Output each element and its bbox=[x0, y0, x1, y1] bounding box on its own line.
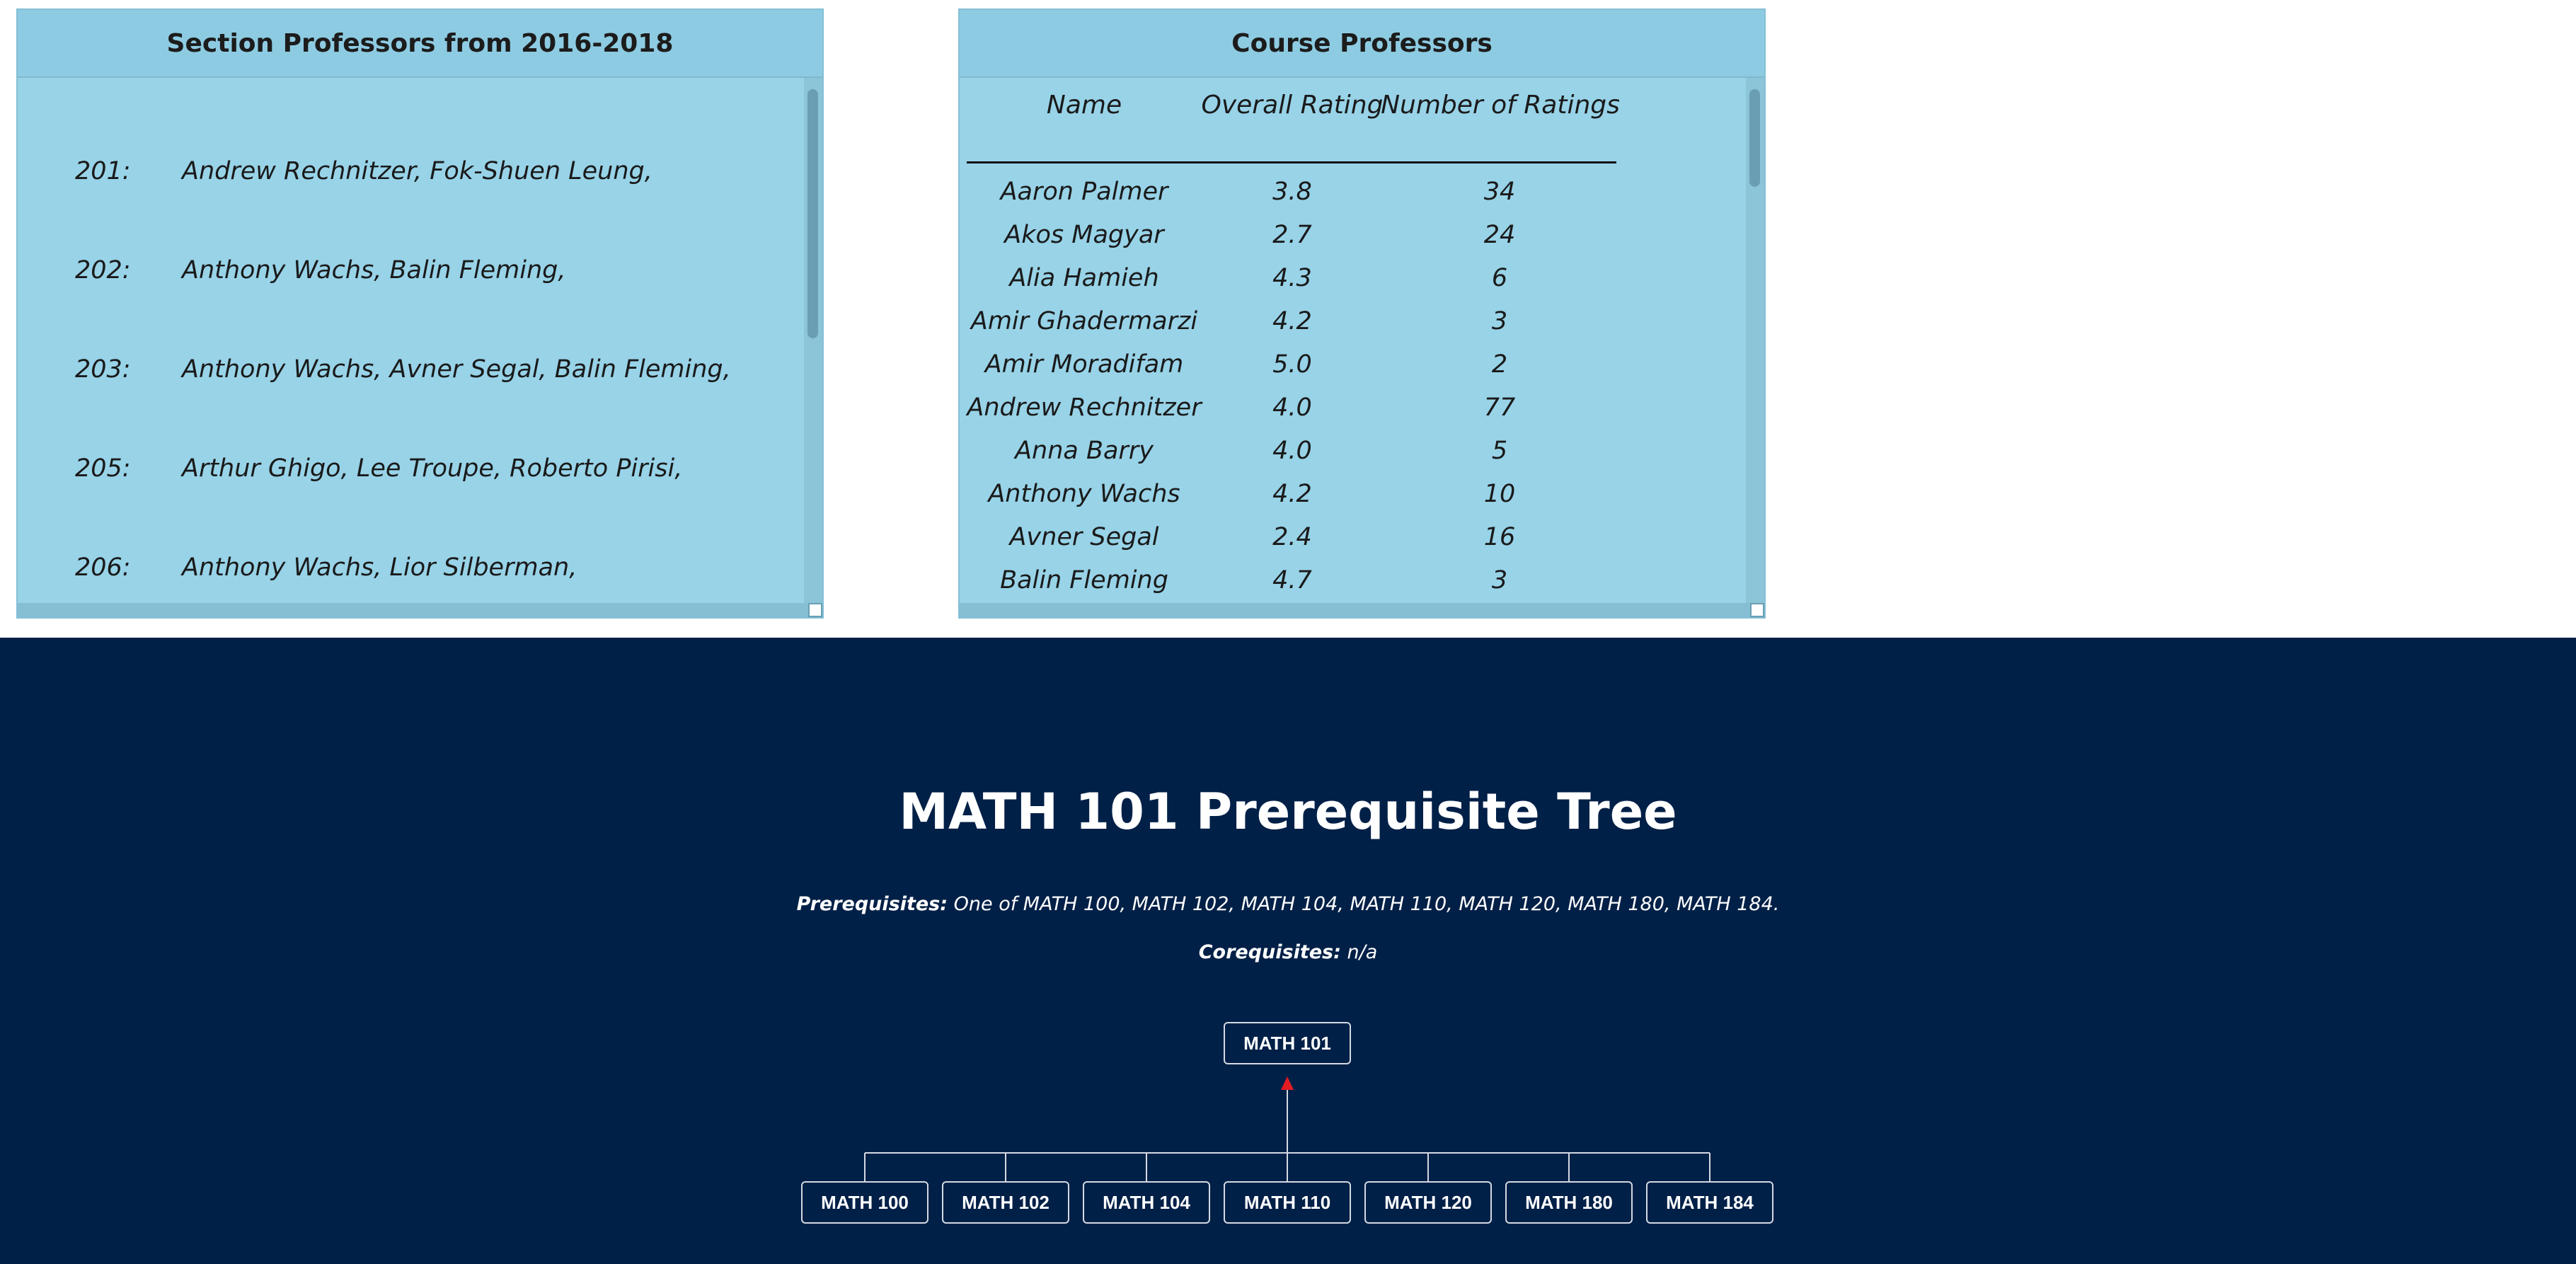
section-professors-panel[interactable]: Section Professors from 2016-2018 201: A… bbox=[16, 8, 824, 619]
number-of-ratings: 6 bbox=[1491, 264, 1508, 292]
tree-node-child[interactable]: MATH 104 bbox=[1083, 1181, 1210, 1224]
tree-node-child[interactable]: MATH 100 bbox=[801, 1181, 928, 1224]
overall-rating: 3.8 bbox=[1272, 178, 1312, 206]
section-number: 203: bbox=[75, 355, 131, 384]
prerequisites-value: One of MATH 100, MATH 102, MATH 104, MAT… bbox=[953, 893, 1780, 915]
table-row: Anthony Wachs 4.2 10 bbox=[958, 480, 1737, 522]
professor-name: Balin Fleming bbox=[1000, 566, 1168, 594]
number-of-ratings: 24 bbox=[1483, 221, 1516, 249]
tree-node-child[interactable]: MATH 110 bbox=[1224, 1181, 1351, 1224]
table-row: Amir Moradifam 5.0 2 bbox=[958, 350, 1737, 393]
table-row: Akos Magyar 2.7 24 bbox=[958, 221, 1737, 263]
prerequisites-line: Prerequisites: One of MATH 100, MATH 102… bbox=[0, 893, 2576, 915]
section-professors-scrollbar[interactable] bbox=[804, 78, 822, 603]
column-header-overall-rating: Overall Rating bbox=[1201, 91, 1384, 120]
column-header-name: Name bbox=[1046, 91, 1122, 120]
section-professors-title: Section Professors from 2016-2018 bbox=[18, 10, 822, 78]
table-row: Avner Segal 2.4 16 bbox=[958, 523, 1737, 565]
section-professor-names: Anthony Wachs, Avner Segal, Balin Flemin… bbox=[182, 355, 731, 384]
professor-name: Amir Moradifam bbox=[984, 350, 1184, 379]
section-number: 202: bbox=[75, 256, 131, 285]
number-of-ratings: 34 bbox=[1483, 178, 1516, 206]
section-professor-names: Andrew Rechnitzer, Fok-Shuen Leung, bbox=[182, 157, 652, 185]
number-of-ratings: 10 bbox=[1483, 480, 1516, 508]
section-row: 206: Anthony Wachs, Lior Silberman, bbox=[18, 553, 796, 596]
course-professors-title: Course Professors bbox=[960, 10, 1764, 78]
tree-node-child[interactable]: MATH 184 bbox=[1646, 1181, 1773, 1224]
professor-name: Akos Magyar bbox=[1004, 221, 1164, 249]
overall-rating: 4.7 bbox=[1272, 566, 1312, 594]
table-header-divider bbox=[967, 161, 1616, 163]
overall-rating: 2.4 bbox=[1272, 523, 1312, 551]
corequisites-label: Corequisites: bbox=[1198, 941, 1341, 963]
overall-rating: 5.0 bbox=[1272, 350, 1312, 379]
table-row: Balin Fleming 4.7 3 bbox=[958, 566, 1737, 609]
number-of-ratings: 3 bbox=[1491, 307, 1508, 335]
section-row: 205: Arthur Ghigo, Lee Troupe, Roberto P… bbox=[18, 454, 796, 497]
table-row: Alia Hamieh 4.3 6 bbox=[958, 264, 1737, 306]
section-professor-names: Anthony Wachs, Balin Fleming, bbox=[182, 256, 566, 285]
section-professor-names: Anthony Wachs, Lior Silberman, bbox=[182, 553, 577, 582]
prerequisite-tree-title: MATH 101 Prerequisite Tree bbox=[899, 783, 1677, 841]
section-number: 201: bbox=[75, 157, 131, 185]
scrollbar-thumb[interactable] bbox=[1749, 89, 1760, 187]
prerequisite-tree-section: MATH 101 Prerequisite Tree Prerequisites… bbox=[0, 638, 2576, 1264]
tree-node-child[interactable]: MATH 120 bbox=[1364, 1181, 1492, 1224]
number-of-ratings: 2 bbox=[1491, 350, 1508, 379]
section-professor-names: Arthur Ghigo, Lee Troupe, Roberto Pirisi… bbox=[182, 454, 683, 483]
professor-name: Alia Hamieh bbox=[1009, 264, 1159, 292]
section-professors-list: 201: Andrew Rechnitzer, Fok-Shuen Leung,… bbox=[18, 78, 822, 617]
overall-rating: 4.2 bbox=[1272, 480, 1312, 508]
professor-name: Anthony Wachs bbox=[988, 480, 1180, 508]
arrow-head-icon bbox=[1281, 1076, 1294, 1090]
number-of-ratings: 77 bbox=[1483, 393, 1516, 422]
resize-handle[interactable] bbox=[1750, 603, 1764, 617]
tree-connectors bbox=[864, 1076, 1710, 1181]
prerequisites-label: Prerequisites: bbox=[796, 893, 948, 915]
professor-name: Andrew Rechnitzer bbox=[967, 393, 1202, 422]
number-of-ratings: 5 bbox=[1491, 437, 1508, 465]
overall-rating: 4.2 bbox=[1272, 307, 1312, 335]
overall-rating: 4.0 bbox=[1272, 393, 1312, 422]
section-row: 202: Anthony Wachs, Balin Fleming, bbox=[18, 256, 796, 299]
professor-name: Aaron Palmer bbox=[1000, 178, 1168, 206]
section-professors-horizontal-scrollbar[interactable] bbox=[18, 603, 822, 617]
tree-node-root[interactable]: MATH 101 bbox=[1224, 1022, 1351, 1064]
section-number: 205: bbox=[75, 454, 131, 483]
number-of-ratings: 16 bbox=[1483, 523, 1516, 551]
resize-handle[interactable] bbox=[808, 603, 822, 617]
corequisites-line: Corequisites: n/a bbox=[0, 941, 2576, 963]
tree-node-child[interactable]: MATH 180 bbox=[1505, 1181, 1633, 1224]
professor-name: Amir Ghadermarzi bbox=[970, 307, 1198, 335]
course-professors-horizontal-scrollbar[interactable] bbox=[960, 603, 1764, 617]
professor-name: Anna Barry bbox=[1015, 437, 1154, 465]
table-row: Anna Barry 4.0 5 bbox=[958, 437, 1737, 479]
course-professors-panel[interactable]: Course Professors bbox=[958, 8, 1766, 619]
table-row: Aaron Palmer 3.8 34 bbox=[958, 178, 1737, 220]
section-number: 206: bbox=[75, 553, 131, 582]
overall-rating: 2.7 bbox=[1272, 221, 1312, 249]
section-row: 201: Andrew Rechnitzer, Fok-Shuen Leung, bbox=[18, 157, 796, 200]
corequisites-value: n/a bbox=[1347, 941, 1378, 963]
overall-rating: 4.3 bbox=[1272, 264, 1312, 292]
column-header-number-of-ratings: Number of Ratings bbox=[1381, 91, 1620, 120]
table-row: Amir Ghadermarzi 4.2 3 bbox=[958, 307, 1737, 350]
section-row: 203: Anthony Wachs, Avner Segal, Balin F… bbox=[18, 355, 796, 398]
number-of-ratings: 3 bbox=[1491, 566, 1508, 594]
tree-node-child[interactable]: MATH 102 bbox=[942, 1181, 1069, 1224]
course-professors-scrollbar[interactable] bbox=[1746, 78, 1764, 603]
scrollbar-thumb[interactable] bbox=[807, 89, 818, 338]
professor-name: Avner Segal bbox=[1009, 523, 1159, 551]
overall-rating: 4.0 bbox=[1272, 437, 1312, 465]
table-row: Andrew Rechnitzer 4.0 77 bbox=[958, 393, 1737, 436]
